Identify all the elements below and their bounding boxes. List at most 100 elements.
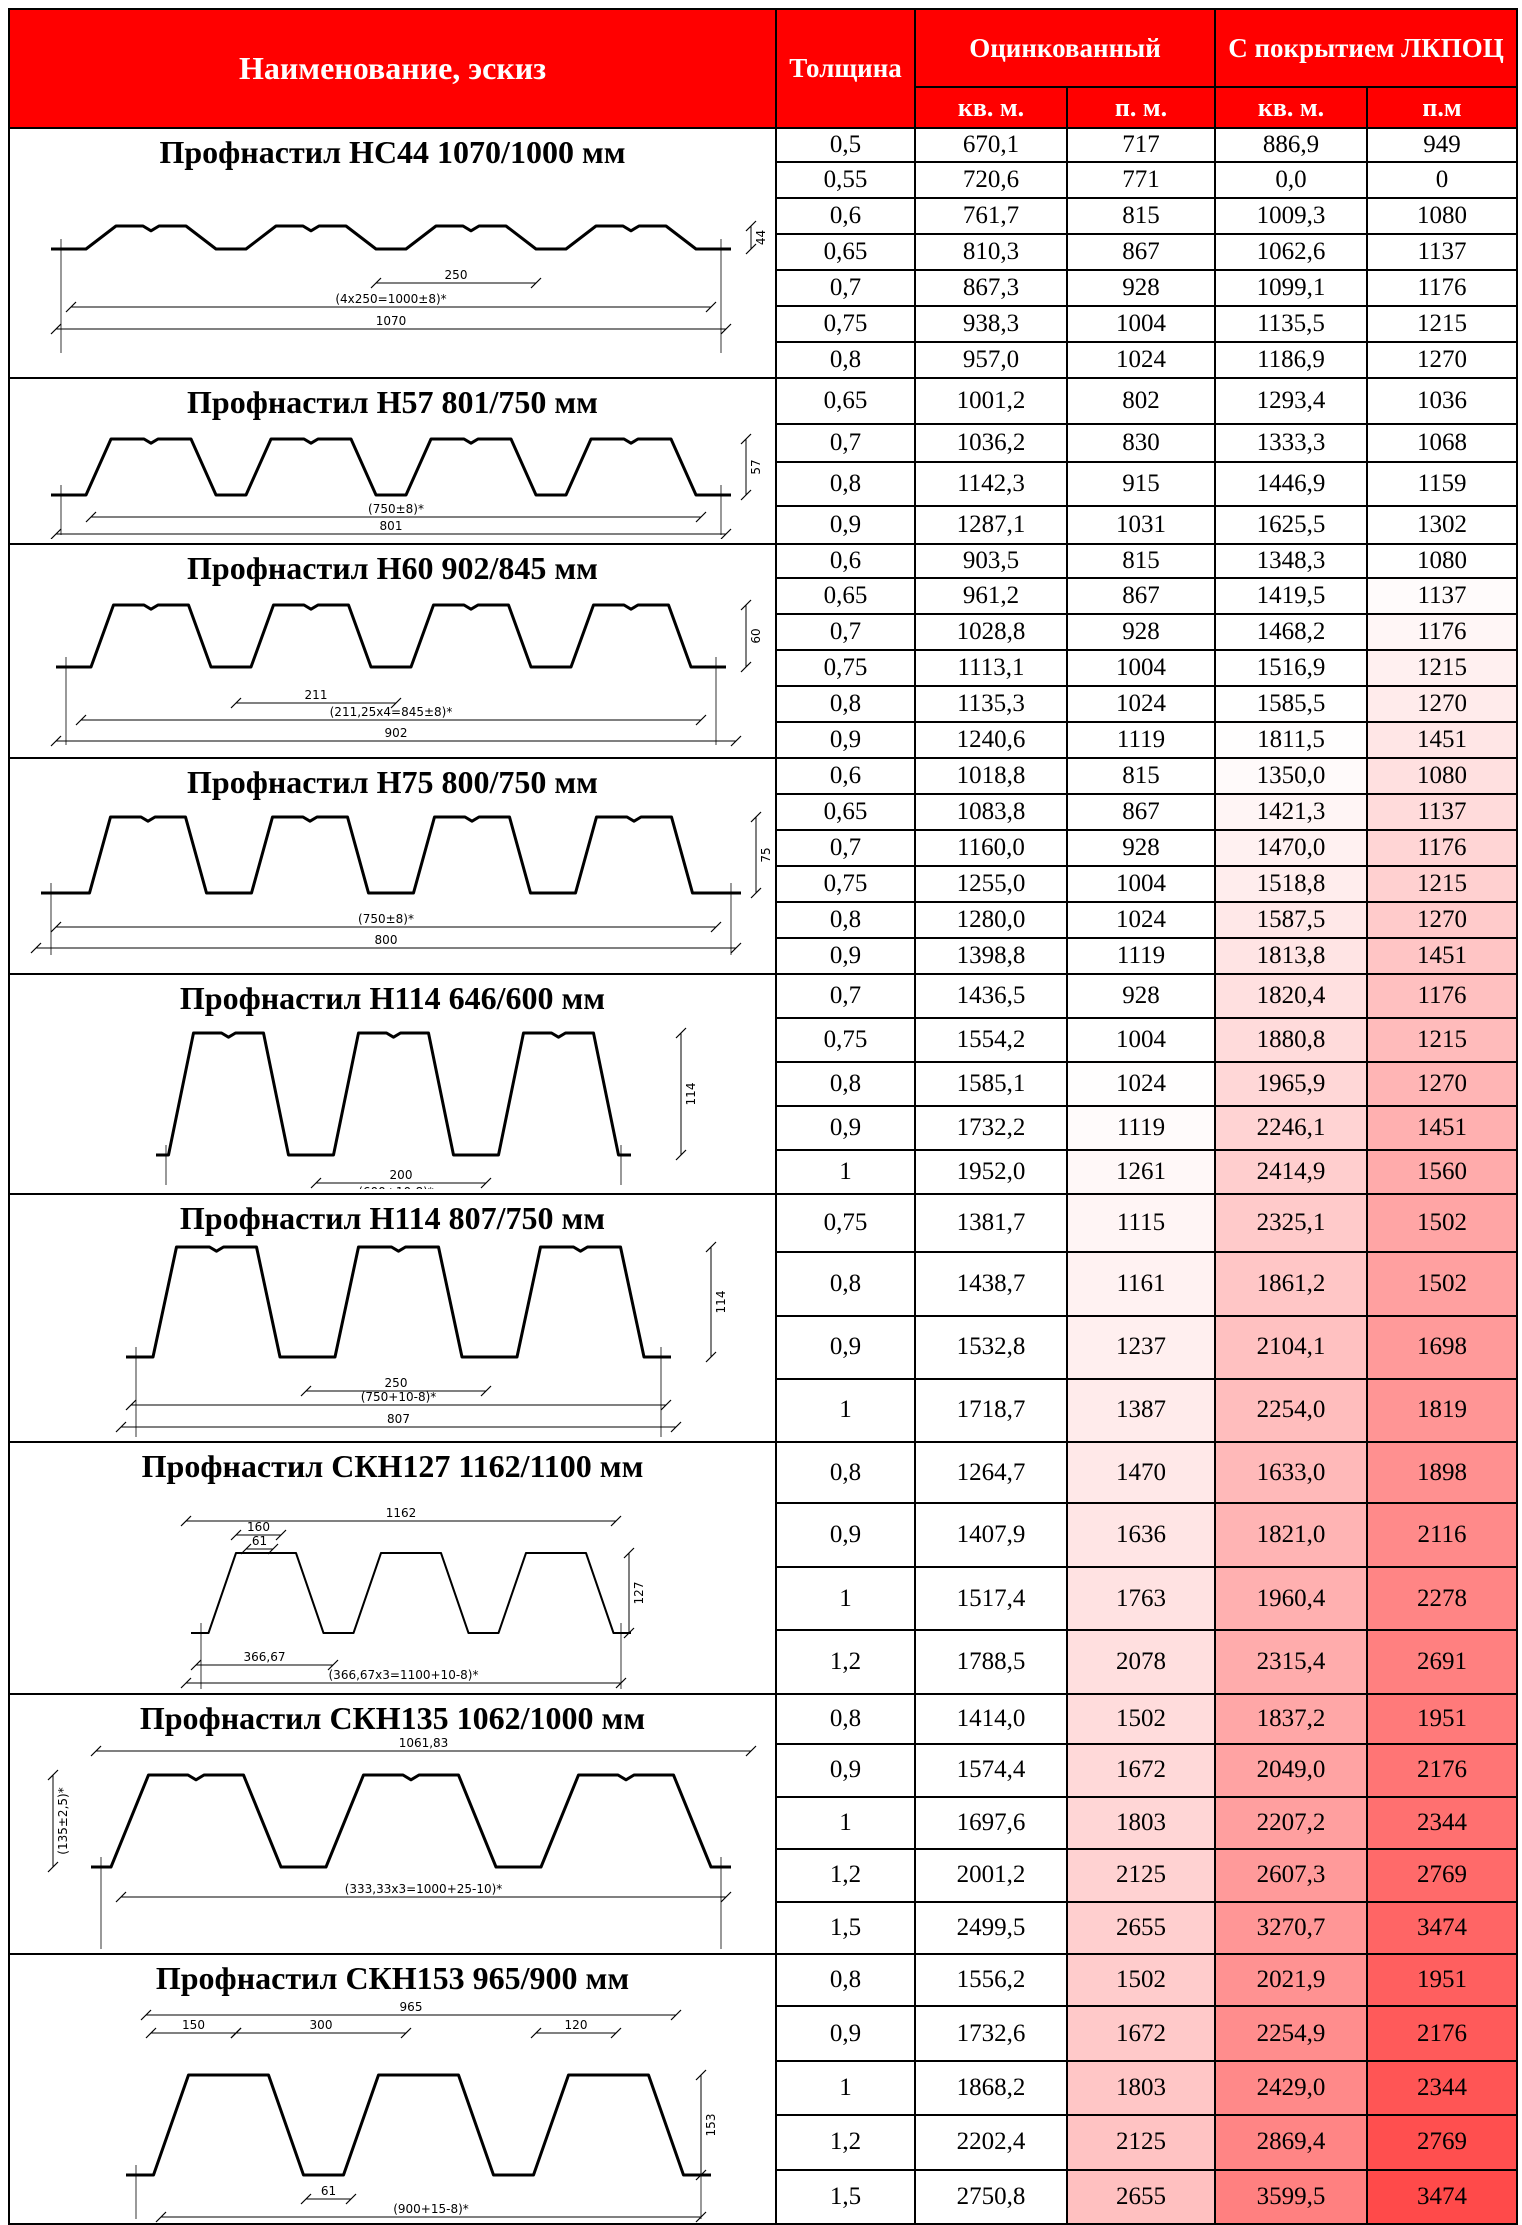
coated-sqm-cell: 2049,0 (1214, 1743, 1368, 1798)
coated-lm-cell: 1270 (1365, 901, 1519, 939)
thickness-cell: 0,7 (775, 829, 916, 867)
dimension-label: 61 (321, 2184, 336, 2198)
coated-sqm-cell: 2315,4 (1214, 1629, 1368, 1695)
coated-lm-cell: 1176 (1365, 829, 1519, 867)
galvanized-sqm-cell: 1952,0 (914, 1149, 1068, 1195)
dimension-label: 1070 (376, 314, 407, 328)
coated-sqm-cell: 1811,5 (1214, 721, 1368, 759)
galvanized-lm-cell: 1115 (1066, 1192, 1216, 1254)
coated-sqm-cell: 1446,9 (1214, 461, 1368, 507)
table-row: 0,7 1160,0 928 1470,0 1176 (9, 829, 1519, 867)
coated-lm-cell: 1451 (1365, 937, 1519, 975)
profile-outline (51, 224, 731, 251)
galvanized-sqm-cell: 1585,1 (914, 1061, 1068, 1107)
coated-lm-cell: 1080 (1365, 757, 1519, 795)
coated-sqm-cell: 1333,3 (1214, 423, 1368, 463)
thickness-cell: 0,6 (775, 757, 916, 795)
galvanized-sqm-cell: 1142,3 (914, 461, 1068, 507)
product-name: Профнастил Н60 902/845 мм (187, 550, 598, 586)
dimension-label: (333,33x3=1000+25-10)* (345, 1882, 503, 1896)
table-row: Профнастил СКН127 1162/1100 мм 1162 160 61 3… (8, 1440, 1519, 1695)
galvanized-lm-cell: 802 (1066, 377, 1216, 425)
profile-sketch: 250 (4x250=1000±8)* 1070 44 (50, 220, 768, 353)
galvanized-sqm-cell: 810,3 (914, 233, 1068, 271)
galvanized-sqm-cell: 1036,2 (914, 423, 1068, 463)
galvanized-sqm-cell: 1414,0 (914, 1692, 1068, 1746)
coated-lm-cell: 1176 (1365, 613, 1519, 651)
thickness-cell: 0,9 (775, 937, 916, 975)
galvanized-lm-cell: 1024 (1066, 1061, 1216, 1107)
galvanized-sqm-cell: 1868,2 (914, 2059, 1068, 2117)
coated-lm-cell: 3474 (1365, 1900, 1519, 1956)
galvanized-lm-cell: 915 (1066, 461, 1216, 507)
coated-lm-cell: 3474 (1365, 2168, 1519, 2225)
table-row: 1,2 2001,2 2125 2607,3 2769 (9, 1848, 1519, 1903)
table-row: 0,8 1135,3 1024 1585,5 1270 (9, 685, 1519, 723)
galvanized-lm-cell: 1672 (1066, 2005, 1216, 2062)
table-row: 1 1697,6 1803 2207,2 2344 (9, 1795, 1519, 1851)
coated-sqm-cell: 1421,3 (1214, 793, 1368, 831)
thickness-cell: 1,5 (775, 1900, 916, 1956)
galvanized-sqm-cell: 1083,8 (914, 793, 1068, 831)
galvanized-lm-cell: 1261 (1066, 1149, 1216, 1195)
product-name: Профнастил Н75 800/750 мм (187, 764, 598, 800)
product-cell: Профнастил Н57 801/750 мм (750±8)* 801 57 (8, 377, 777, 545)
profile-outline (56, 603, 726, 669)
coated-sqm-cell: 2021,9 (1214, 1952, 1368, 2008)
thickness-cell: 0,9 (775, 505, 916, 545)
galvanized-sqm-cell: 1718,7 (914, 1377, 1068, 1444)
galvanized-sqm-cell: 1438,7 (914, 1251, 1068, 1317)
table-row: 0,8 1280,0 1024 1587,5 1270 (9, 901, 1519, 939)
thickness-cell: 0,75 (775, 1017, 916, 1063)
coated-lm-cell: 1819 (1365, 1377, 1519, 1444)
coated-lm-cell: 1215 (1365, 305, 1519, 343)
galvanized-lm-cell: 1119 (1066, 937, 1216, 975)
table-row: 0,65 810,3 867 1062,6 1137 (9, 233, 1519, 271)
thickness-cell: 0,65 (775, 793, 916, 831)
galvanized-lm-cell: 1004 (1066, 305, 1216, 343)
thickness-cell: 0,7 (775, 973, 916, 1019)
galvanized-lm-cell: 1470 (1066, 1440, 1216, 1505)
coated-sqm-cell: 2325,1 (1214, 1192, 1368, 1254)
coated-lm-cell: 2691 (1365, 1629, 1519, 1695)
thickness-cell: 0,6 (775, 543, 916, 579)
coated-sqm-cell: 1009,3 (1214, 197, 1368, 235)
name-column-header: Наименование, эскиз (8, 8, 777, 129)
thickness-cell: 0,8 (775, 341, 916, 379)
galvanized-lm-cell: 1636 (1066, 1502, 1216, 1568)
galvanized-sqm-cell: 961,2 (914, 577, 1068, 615)
dimension-label: (135±2,5)* (56, 1787, 70, 1854)
table-row: 0,8 1438,7 1161 1861,2 1502 (9, 1251, 1519, 1317)
table-row: 0,55 720,6 771 0,0 0 (9, 161, 1519, 199)
dimension-label: (750+10-8)* (361, 1390, 437, 1404)
thickness-cell: 0,7 (775, 423, 916, 463)
table-row: 0,75 1113,1 1004 1516,9 1215 (9, 649, 1519, 687)
thickness-cell: 0,8 (775, 1251, 916, 1317)
thickness-cell: 0,6 (775, 197, 916, 235)
dimension-label: 127 (632, 1582, 646, 1605)
galvanized-lm-cell: 1502 (1066, 1692, 1216, 1746)
galvanized-sqm-cell: 1001,2 (914, 377, 1068, 425)
thickness-cell: 0,8 (775, 461, 916, 507)
coated-lm-cell: 1951 (1365, 1692, 1519, 1746)
galvanized-sqm-cell: 1280,0 (914, 901, 1068, 939)
table-row: 0,6 761,7 815 1009,3 1080 (9, 197, 1519, 235)
galvanized-sqm-cell: 1532,8 (914, 1314, 1068, 1380)
coated-sqm-cell: 1880,8 (1214, 1017, 1368, 1063)
product-name: Профнастил Н57 801/750 мм (187, 384, 598, 420)
coated-lm-cell: 1951 (1365, 1952, 1519, 2008)
table-row: Профнастил СКН135 1062/1000 мм 1061,83 (33… (8, 1692, 1519, 1955)
galvanized-sqm-cell: 938,3 (914, 305, 1068, 343)
thickness-cell: 1,2 (775, 1629, 916, 1695)
coated-lm-cell: 2344 (1365, 2059, 1519, 2117)
thickness-cell: 0,9 (775, 1502, 916, 1568)
galvanized-sqm-cell: 1732,6 (914, 2005, 1068, 2062)
coated-sqm-cell: 1837,2 (1214, 1692, 1368, 1746)
dimension-label: 153 (704, 2114, 718, 2137)
galvanized-lm-cell: 717 (1066, 127, 1216, 163)
dimension-label: 807 (387, 1412, 410, 1426)
galvanized-lm-cell: 1024 (1066, 901, 1216, 939)
dimension-label: 211 (305, 688, 328, 702)
table-row: 0,9 1574,4 1672 2049,0 2176 (9, 1743, 1519, 1798)
galvanized-lm-cell: 2655 (1066, 1900, 1216, 1956)
